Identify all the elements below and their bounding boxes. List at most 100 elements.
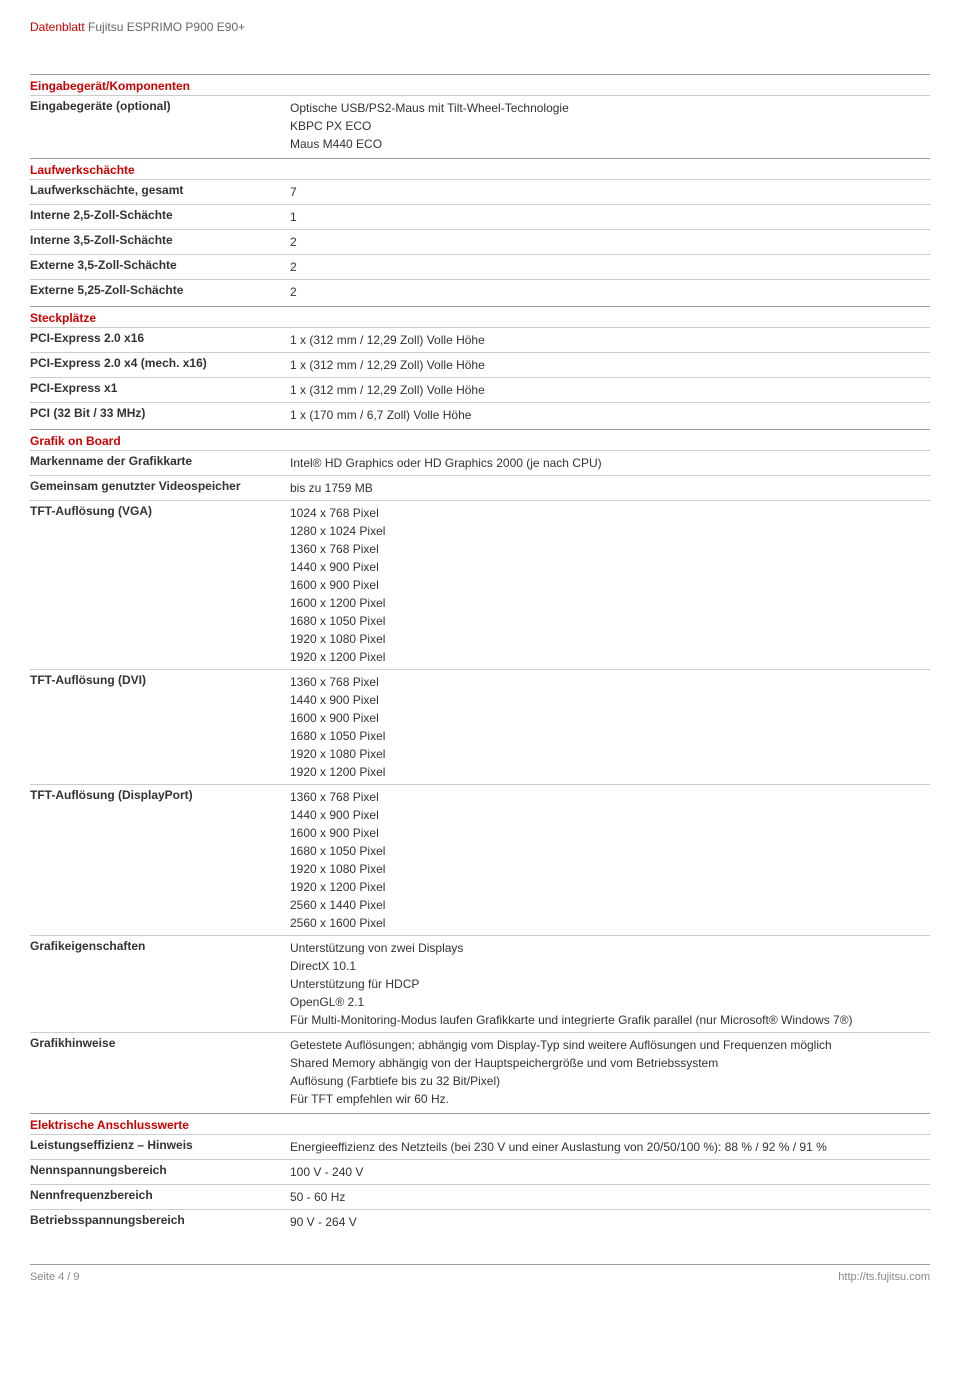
spec-row: Nennspannungsbereich100 V - 240 V <box>30 1159 930 1184</box>
spec-value-line: 2560 x 1600 Pixel <box>290 914 930 932</box>
spec-value: 1024 x 768 Pixel1280 x 1024 Pixel1360 x … <box>290 504 930 666</box>
spec-value-line: Optische USB/PS2-Maus mit Tilt-Wheel-Tec… <box>290 99 930 117</box>
spec-row: PCI-Express x11 x (312 mm / 12,29 Zoll) … <box>30 377 930 402</box>
spec-label: Nennspannungsbereich <box>30 1163 290 1181</box>
spec-value-line: 1920 x 1080 Pixel <box>290 745 930 763</box>
spec-value: 1 x (312 mm / 12,29 Zoll) Volle Höhe <box>290 356 930 374</box>
spec-value: Getestete Auflösungen; abhängig vom Disp… <box>290 1036 930 1108</box>
spec-label: PCI-Express 2.0 x16 <box>30 331 290 349</box>
spec-value: 1 x (312 mm / 12,29 Zoll) Volle Höhe <box>290 331 930 349</box>
spec-row: PCI-Express 2.0 x161 x (312 mm / 12,29 Z… <box>30 327 930 352</box>
spec-row: Betriebsspannungsbereich90 V - 264 V <box>30 1209 930 1234</box>
spec-label: Laufwerkschächte, gesamt <box>30 183 290 201</box>
spec-label: Betriebsspannungsbereich <box>30 1213 290 1231</box>
spec-value-line: 1600 x 1200 Pixel <box>290 594 930 612</box>
spec-row: TFT-Auflösung (VGA)1024 x 768 Pixel1280 … <box>30 500 930 669</box>
spec-value: 1 x (170 mm / 6,7 Zoll) Volle Höhe <box>290 406 930 424</box>
spec-value-line: 1680 x 1050 Pixel <box>290 612 930 630</box>
spec-value-line: 1360 x 768 Pixel <box>290 673 930 691</box>
spec-value-line: Intel® HD Graphics oder HD Graphics 2000… <box>290 454 930 472</box>
spec-value: Optische USB/PS2-Maus mit Tilt-Wheel-Tec… <box>290 99 930 153</box>
spec-row: GrafikeigenschaftenUnterstützung von zwe… <box>30 935 930 1032</box>
spec-value-line: Unterstützung von zwei Displays <box>290 939 930 957</box>
section-title: Steckplätze <box>30 306 930 327</box>
spec-value: Intel® HD Graphics oder HD Graphics 2000… <box>290 454 930 472</box>
spec-row: Markenname der GrafikkarteIntel® HD Grap… <box>30 450 930 475</box>
spec-value-line: 1440 x 900 Pixel <box>290 558 930 576</box>
spec-value-line: Energieeffizienz des Netzteils (bei 230 … <box>290 1138 930 1156</box>
section-title: Elektrische Anschlusswerte <box>30 1113 930 1134</box>
spec-value: 100 V - 240 V <box>290 1163 930 1181</box>
spec-row: Nennfrequenzbereich50 - 60 Hz <box>30 1184 930 1209</box>
spec-label: Interne 3,5-Zoll-Schächte <box>30 233 290 251</box>
spec-value-line: 1 x (170 mm / 6,7 Zoll) Volle Höhe <box>290 406 930 424</box>
spec-value: 7 <box>290 183 930 201</box>
spec-value: 90 V - 264 V <box>290 1213 930 1231</box>
spec-value-line: 1360 x 768 Pixel <box>290 540 930 558</box>
spec-row: TFT-Auflösung (DisplayPort)1360 x 768 Pi… <box>30 784 930 935</box>
spec-row: PCI (32 Bit / 33 MHz)1 x (170 mm / 6,7 Z… <box>30 402 930 427</box>
page-footer: Seite 4 / 9 http://ts.fujitsu.com <box>30 1264 930 1283</box>
spec-value-line: 50 - 60 Hz <box>290 1188 930 1206</box>
spec-value-line: bis zu 1759 MB <box>290 479 930 497</box>
spec-value-line: 1 x (312 mm / 12,29 Zoll) Volle Höhe <box>290 356 930 374</box>
spec-value: 1360 x 768 Pixel1440 x 900 Pixel1600 x 9… <box>290 788 930 932</box>
spec-value-line: 1680 x 1050 Pixel <box>290 842 930 860</box>
spec-value-line: 1920 x 1200 Pixel <box>290 878 930 896</box>
spec-value-line: Maus M440 ECO <box>290 135 930 153</box>
spec-label: Externe 3,5-Zoll-Schächte <box>30 258 290 276</box>
spec-label: Grafikeigenschaften <box>30 939 290 1029</box>
spec-value-line: Shared Memory abhängig von der Hauptspei… <box>290 1054 930 1072</box>
spec-row: Interne 3,5-Zoll-Schächte2 <box>30 229 930 254</box>
spec-label: PCI-Express 2.0 x4 (mech. x16) <box>30 356 290 374</box>
spec-value-line: 1 x (312 mm / 12,29 Zoll) Volle Höhe <box>290 381 930 399</box>
spec-value-line: 2 <box>290 233 930 251</box>
spec-label: TFT-Auflösung (VGA) <box>30 504 290 666</box>
spec-value: Energieeffizienz des Netzteils (bei 230 … <box>290 1138 930 1156</box>
spec-value: 1360 x 768 Pixel1440 x 900 Pixel1600 x 9… <box>290 673 930 781</box>
spec-label: Eingabegeräte (optional) <box>30 99 290 153</box>
spec-value-line: Auflösung (Farbtiefe bis zu 32 Bit/Pixel… <box>290 1072 930 1090</box>
spec-row: Externe 3,5-Zoll-Schächte2 <box>30 254 930 279</box>
header-product: Fujitsu ESPRIMO P900 E90+ <box>88 20 245 34</box>
spec-row: Gemeinsam genutzter Videospeicherbis zu … <box>30 475 930 500</box>
spec-label: Gemeinsam genutzter Videospeicher <box>30 479 290 497</box>
spec-label: Interne 2,5-Zoll-Schächte <box>30 208 290 226</box>
spec-value-line: 1 x (312 mm / 12,29 Zoll) Volle Höhe <box>290 331 930 349</box>
spec-row: Eingabegeräte (optional)Optische USB/PS2… <box>30 95 930 156</box>
spec-row: Interne 2,5-Zoll-Schächte1 <box>30 204 930 229</box>
section-title: Eingabegerät/Komponenten <box>30 74 930 95</box>
spec-value-line: 100 V - 240 V <box>290 1163 930 1181</box>
spec-value: 50 - 60 Hz <box>290 1188 930 1206</box>
spec-value-line: 7 <box>290 183 930 201</box>
spec-value-line: 1600 x 900 Pixel <box>290 709 930 727</box>
spec-value: 2 <box>290 233 930 251</box>
spec-value-line: 1280 x 1024 Pixel <box>290 522 930 540</box>
spec-label: TFT-Auflösung (DVI) <box>30 673 290 781</box>
spec-label: Nennfrequenzbereich <box>30 1188 290 1206</box>
spec-value-line: Für Multi-Monitoring-Modus laufen Grafik… <box>290 1011 930 1029</box>
spec-value-line: 1600 x 900 Pixel <box>290 576 930 594</box>
spec-row: Externe 5,25-Zoll-Schächte2 <box>30 279 930 304</box>
section-title: Laufwerkschächte <box>30 158 930 179</box>
spec-value-line: 2560 x 1440 Pixel <box>290 896 930 914</box>
spec-value-line: 1920 x 1080 Pixel <box>290 630 930 648</box>
spec-value-line: 1600 x 900 Pixel <box>290 824 930 842</box>
spec-value-line: KBPC PX ECO <box>290 117 930 135</box>
spec-row: Leistungseffizienz – HinweisEnergieeffiz… <box>30 1134 930 1159</box>
spec-value: 2 <box>290 258 930 276</box>
footer-url: http://ts.fujitsu.com <box>838 1271 930 1283</box>
spec-label: Grafikhinweise <box>30 1036 290 1108</box>
spec-value-line: 1360 x 768 Pixel <box>290 788 930 806</box>
header-label: Datenblatt <box>30 20 85 34</box>
spec-row: GrafikhinweiseGetestete Auflösungen; abh… <box>30 1032 930 1111</box>
spec-row: TFT-Auflösung (DVI)1360 x 768 Pixel1440 … <box>30 669 930 784</box>
spec-value-line: 1440 x 900 Pixel <box>290 806 930 824</box>
document-header: Datenblatt Fujitsu ESPRIMO P900 E90+ <box>30 20 930 34</box>
spec-value-line: Für TFT empfehlen wir 60 Hz. <box>290 1090 930 1108</box>
spec-value-line: 2 <box>290 258 930 276</box>
footer-page: Seite 4 / 9 <box>30 1271 80 1283</box>
spec-value-line: OpenGL® 2.1 <box>290 993 930 1011</box>
spec-label: PCI-Express x1 <box>30 381 290 399</box>
spec-label: PCI (32 Bit / 33 MHz) <box>30 406 290 424</box>
